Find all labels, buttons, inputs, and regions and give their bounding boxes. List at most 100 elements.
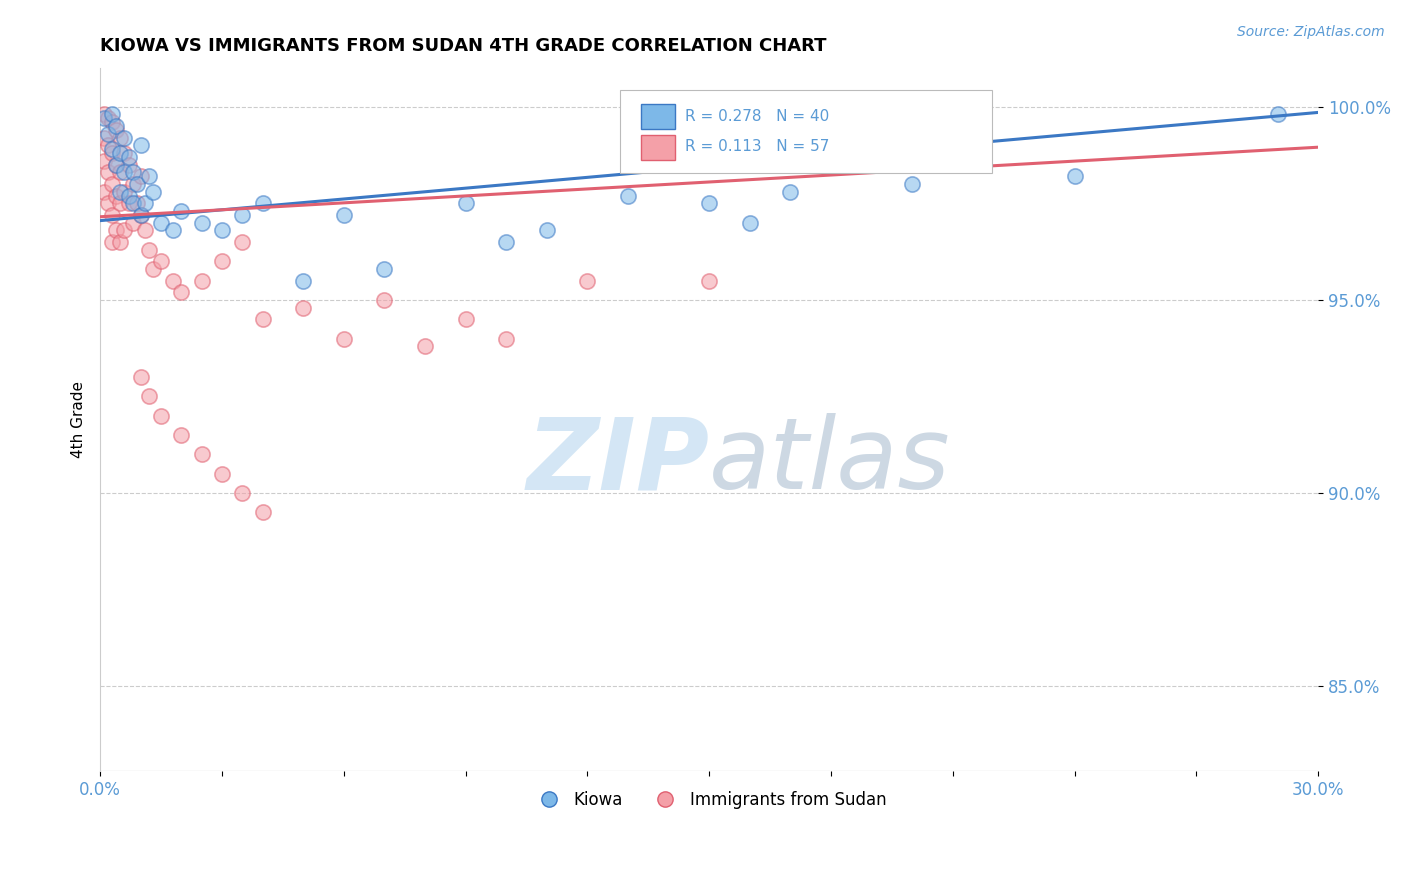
Text: R = 0.113   N = 57: R = 0.113 N = 57 <box>685 139 830 154</box>
Point <box>134 196 156 211</box>
Point <box>332 331 354 345</box>
Point <box>231 235 253 249</box>
Point <box>150 254 173 268</box>
Legend: Kiowa, Immigrants from Sudan: Kiowa, Immigrants from Sudan <box>526 784 893 816</box>
Point <box>1267 107 1289 121</box>
Point <box>117 158 139 172</box>
Point <box>114 130 136 145</box>
FancyBboxPatch shape <box>620 90 991 173</box>
Point <box>121 216 143 230</box>
Point <box>738 216 761 230</box>
Point <box>97 165 120 179</box>
Y-axis label: 4th Grade: 4th Grade <box>72 381 86 458</box>
Bar <box>641 103 675 129</box>
Point <box>576 274 599 288</box>
Point <box>114 223 136 237</box>
Point <box>125 196 148 211</box>
Point <box>97 138 120 153</box>
Point <box>170 428 193 442</box>
Point <box>211 223 233 237</box>
Point <box>129 208 152 222</box>
Point <box>162 223 184 237</box>
Point <box>105 158 128 172</box>
Point <box>110 130 132 145</box>
Point <box>93 130 115 145</box>
Point <box>129 169 152 184</box>
Point <box>211 254 233 268</box>
Point <box>697 274 720 288</box>
Point <box>170 285 193 300</box>
Point <box>134 223 156 237</box>
Point <box>413 339 436 353</box>
Point <box>101 208 124 222</box>
Point <box>117 196 139 211</box>
Point <box>252 505 274 519</box>
Point <box>292 301 315 315</box>
Point <box>110 165 132 179</box>
Point <box>211 467 233 481</box>
Point <box>121 177 143 191</box>
Text: R = 0.278   N = 40: R = 0.278 N = 40 <box>685 109 830 124</box>
Point <box>142 185 165 199</box>
Text: KIOWA VS IMMIGRANTS FROM SUDAN 4TH GRADE CORRELATION CHART: KIOWA VS IMMIGRANTS FROM SUDAN 4TH GRADE… <box>100 37 827 55</box>
Point <box>142 262 165 277</box>
Point <box>101 142 124 156</box>
Point <box>121 165 143 179</box>
Point <box>110 185 132 199</box>
Point <box>1063 169 1085 184</box>
Point <box>292 274 315 288</box>
Point <box>105 123 128 137</box>
Point <box>190 447 212 461</box>
Point <box>105 158 128 172</box>
Point <box>125 177 148 191</box>
Point <box>252 196 274 211</box>
Point <box>231 208 253 222</box>
Point <box>101 146 124 161</box>
Point <box>231 486 253 500</box>
Point <box>101 107 124 121</box>
Point <box>129 208 152 222</box>
Point <box>110 146 132 161</box>
Point <box>110 196 132 211</box>
Point <box>162 274 184 288</box>
Point <box>101 115 124 129</box>
Text: ZIP: ZIP <box>526 413 709 510</box>
Point <box>332 208 354 222</box>
Point <box>129 370 152 384</box>
Point <box>536 223 558 237</box>
Point <box>110 235 132 249</box>
Text: atlas: atlas <box>709 413 950 510</box>
Point <box>252 312 274 326</box>
Point <box>373 262 395 277</box>
Point <box>93 112 115 126</box>
Bar <box>641 135 675 160</box>
Text: Source: ZipAtlas.com: Source: ZipAtlas.com <box>1237 25 1385 39</box>
Point <box>779 185 801 199</box>
Point <box>495 331 517 345</box>
Point <box>101 235 124 249</box>
Point <box>114 146 136 161</box>
Point <box>170 204 193 219</box>
Point <box>697 196 720 211</box>
Point <box>138 389 160 403</box>
Point <box>129 138 152 153</box>
Point <box>150 409 173 423</box>
Point <box>97 112 120 126</box>
Point <box>617 188 640 202</box>
Point <box>117 188 139 202</box>
Point <box>97 127 120 141</box>
Point <box>97 196 120 211</box>
Point <box>114 185 136 199</box>
Point <box>114 165 136 179</box>
Point <box>101 177 124 191</box>
Point <box>454 196 477 211</box>
Point <box>901 177 924 191</box>
Point <box>93 185 115 199</box>
Point <box>150 216 173 230</box>
Point <box>190 216 212 230</box>
Point <box>105 223 128 237</box>
Point <box>105 188 128 202</box>
Point <box>454 312 477 326</box>
Point <box>117 150 139 164</box>
Point <box>105 119 128 133</box>
